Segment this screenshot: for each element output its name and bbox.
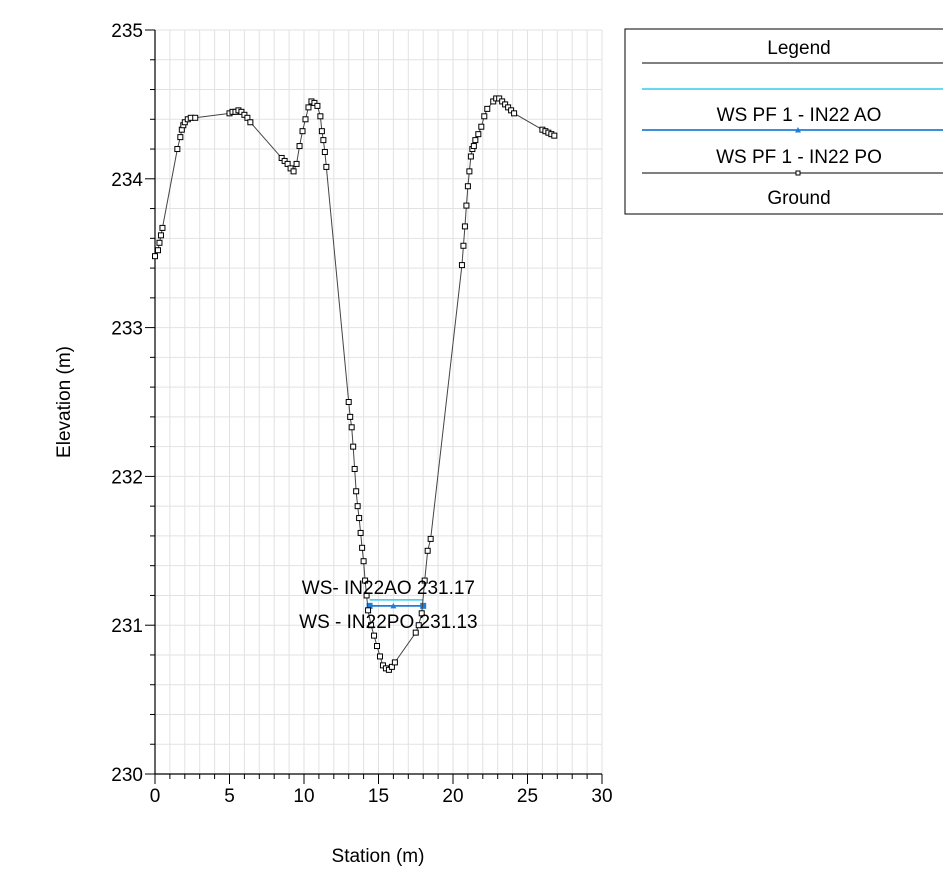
ground-point — [177, 134, 184, 141]
annotations: WS- IN22AO 231.17 WS - IN22PO 231.13 — [299, 578, 477, 633]
y-tick-label: 231 — [111, 616, 143, 637]
x-tick-label: 30 — [591, 786, 612, 807]
ground-point — [323, 163, 330, 170]
x-tick-label: 5 — [224, 786, 235, 807]
ground-point — [418, 610, 425, 617]
ground-point — [376, 653, 383, 660]
ground-point — [159, 224, 166, 231]
ground-point — [424, 547, 431, 554]
ground-point — [351, 465, 358, 472]
ground-point — [458, 262, 465, 269]
ground-point — [356, 515, 363, 522]
ground-point — [350, 443, 357, 450]
ground-point — [154, 247, 161, 254]
ground-point — [317, 113, 324, 120]
ground-point — [511, 110, 518, 117]
ground-point — [467, 153, 474, 160]
ground-point — [463, 202, 470, 209]
x-tick-label: 0 — [150, 786, 161, 807]
ground-point — [156, 239, 163, 246]
series-ground — [152, 95, 558, 673]
y-axis-title: Elevation (m) — [54, 346, 75, 458]
ground-point — [475, 131, 482, 138]
ws-po-point — [390, 602, 397, 609]
ground-point — [353, 488, 360, 495]
ground-point — [305, 104, 312, 111]
ground-point — [359, 544, 366, 551]
x-tick-label: 25 — [517, 786, 538, 807]
ground-point — [472, 137, 479, 144]
y-tick-label: 232 — [111, 467, 143, 488]
ground-point — [293, 160, 300, 167]
ground-point — [354, 503, 361, 510]
legend-swatch-marker — [795, 170, 801, 176]
ground-point — [466, 168, 473, 175]
ground-point — [320, 137, 327, 144]
ground-point — [412, 629, 419, 636]
x-tick-label: 20 — [442, 786, 463, 807]
ground-point — [347, 413, 354, 420]
ground-point — [391, 659, 398, 666]
ground-point — [368, 622, 375, 629]
ground-point — [314, 102, 321, 109]
legend-title: Legend — [767, 38, 830, 59]
y-tick-label: 233 — [111, 319, 143, 340]
x-tick-label: 15 — [368, 786, 389, 807]
ground-point — [192, 114, 199, 121]
ground-point — [357, 529, 364, 536]
ground-point — [371, 632, 378, 639]
ground-point — [363, 592, 370, 599]
ground-point — [174, 146, 181, 153]
axes: 0 5 10 15 20 25 30 230 231 232 233 234 235 — [111, 21, 612, 807]
y-tick-label: 235 — [111, 21, 143, 42]
y-tick-label: 230 — [111, 765, 143, 786]
ground-point — [478, 123, 485, 130]
ground-point — [296, 143, 303, 150]
ground-point — [374, 643, 381, 650]
ground-point — [157, 232, 164, 239]
annotation-label: WS- IN22AO 231.17 — [302, 578, 475, 599]
x-tick-label: 10 — [293, 786, 314, 807]
ws-po-point — [366, 602, 373, 609]
ground-point — [365, 607, 372, 614]
grid — [154, 29, 603, 775]
ground-point — [470, 143, 477, 150]
ground-point — [247, 119, 254, 126]
ground-point — [318, 128, 325, 135]
legend-box — [624, 28, 943, 215]
ground-point — [415, 622, 422, 629]
series-layer — [152, 95, 558, 673]
legend-entry: Ground — [767, 188, 830, 209]
ground-point — [461, 223, 468, 230]
ground-point — [421, 577, 428, 584]
ground-point — [484, 105, 491, 112]
legend-entry: WS PF 1 - IN22 AO — [717, 105, 882, 126]
ground-point — [460, 242, 467, 249]
ground-point — [321, 149, 328, 156]
ground-point — [152, 253, 158, 260]
ground-point — [362, 577, 369, 584]
ground-point — [464, 183, 471, 190]
ground-point — [290, 168, 297, 175]
ground-point — [360, 558, 367, 565]
ground-point — [427, 535, 434, 542]
x-axis-title: Station (m) — [332, 846, 425, 867]
legend-entry: WS PF 1 - IN22 PO — [716, 147, 882, 168]
ground-point — [551, 132, 558, 139]
ground-point — [345, 399, 352, 405]
ground-point — [481, 113, 488, 120]
ws-po-point — [420, 602, 427, 609]
y-tick-label: 234 — [111, 170, 143, 191]
legend: Legend WS PF 1 - IN22 AO WS PF 1 - IN22 PO… — [624, 28, 943, 215]
ground-point — [299, 128, 306, 135]
legend-swatch-marker — [795, 127, 801, 133]
ground-point — [348, 424, 355, 431]
ground-point — [302, 116, 309, 123]
annotation-label: WS - IN22PO 231.13 — [299, 612, 477, 633]
series-ws-pf-1-in22-po — [366, 602, 427, 609]
